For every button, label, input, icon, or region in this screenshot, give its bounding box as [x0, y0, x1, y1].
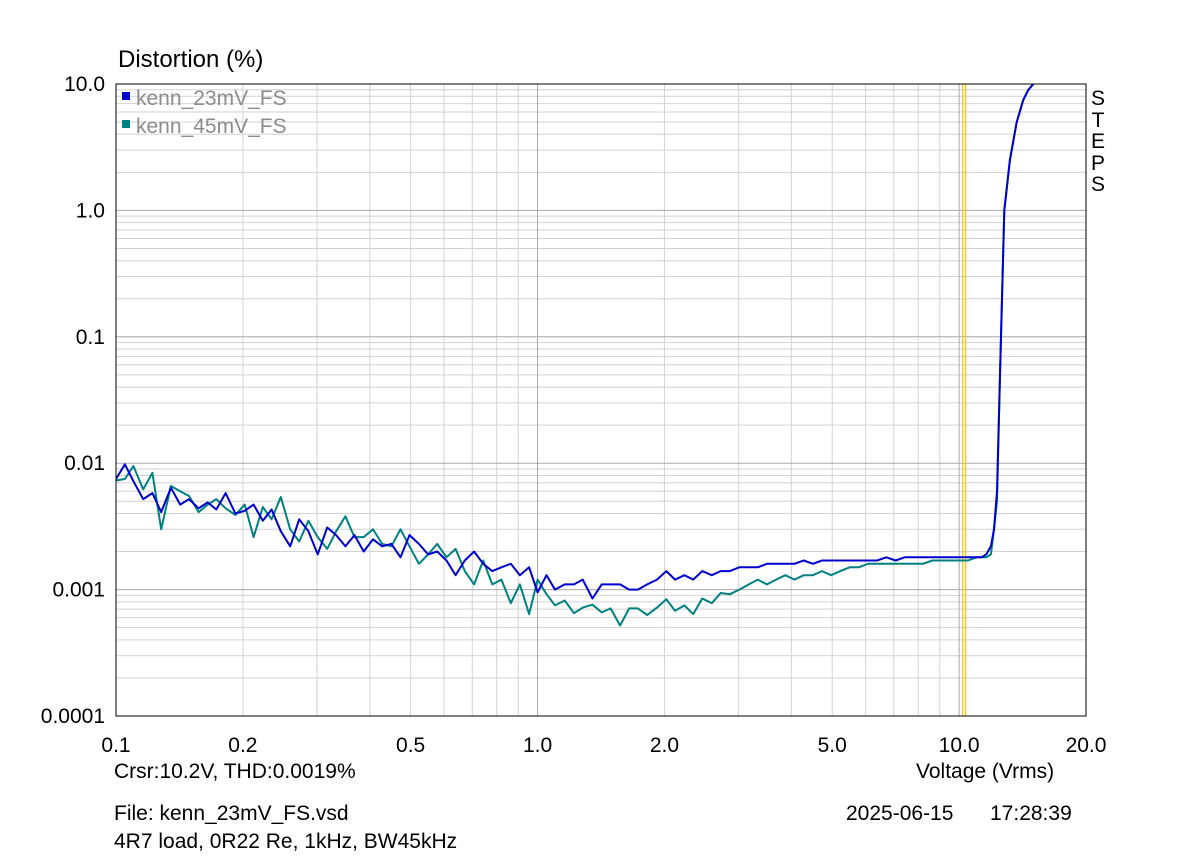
y-tick-label: 10.0 [64, 73, 105, 96]
cursor-readout: Crsr:10.2V, THD:0.0019% [114, 760, 356, 783]
y-tick-label: 0.01 [64, 452, 105, 475]
y-tick-labels: 10.0 1.0 0.1 0.01 0.001 0.0001 [41, 73, 105, 728]
capture-date: 2025-06-15 [846, 802, 954, 825]
file-name: File: kenn_23mV_FS.vsd [114, 802, 349, 825]
y-tick-label: 0.001 [52, 579, 105, 602]
steps-letter: S [1090, 87, 1105, 110]
series-layer [116, 84, 1035, 627]
legend-label-kenn-45mv-fs: kenn_45mV_FS [136, 115, 287, 138]
steps-letter: P [1090, 151, 1105, 175]
x-tick-label: 1.0 [523, 734, 552, 757]
steps-side-label: S T E P S [1090, 88, 1106, 196]
chart-title: Distortion (%) [118, 46, 264, 73]
x-tick-label: 20.0 [1066, 734, 1107, 757]
legend-swatch-kenn-45mv-fs [122, 120, 130, 128]
grid-major [116, 84, 1086, 716]
x-tick-label: 5.0 [818, 734, 847, 757]
x-tick-label: 10.0 [939, 734, 980, 757]
series-line-kenn-23mv-fs [116, 84, 1035, 600]
legend-label-kenn-23mv-fs: kenn_23mV_FS [136, 87, 287, 110]
x-tick-label: 0.1 [101, 734, 130, 757]
y-tick-label: 0.1 [76, 326, 105, 349]
capture-time: 17:28:39 [990, 802, 1072, 825]
x-tick-label: 0.5 [396, 734, 425, 757]
x-axis-label: Voltage (Vrms) [916, 760, 1055, 783]
plot-frame [115, 83, 1087, 717]
test-description: 4R7 load, 0R22 Re, 1kHz, BW45kHz [114, 830, 458, 853]
x-tick-labels: 0.1 0.2 0.5 1.0 2.0 5.0 10.0 20.0 [101, 734, 1106, 757]
legend: kenn_23mV_FS kenn_45mV_FS [122, 87, 287, 138]
steps-letter: E [1090, 130, 1105, 153]
legend-swatch-kenn-23mv-fs [122, 92, 130, 100]
grid-minor [116, 84, 1086, 716]
y-tick-label: 0.0001 [41, 705, 105, 728]
steps-letter: S [1090, 173, 1105, 196]
y-tick-label: 1.0 [76, 199, 105, 222]
x-tick-label: 2.0 [650, 734, 679, 757]
steps-letter: T [1091, 108, 1105, 132]
x-tick-label: 0.2 [228, 734, 257, 757]
series-line-kenn-45mv-fs [116, 84, 1035, 627]
